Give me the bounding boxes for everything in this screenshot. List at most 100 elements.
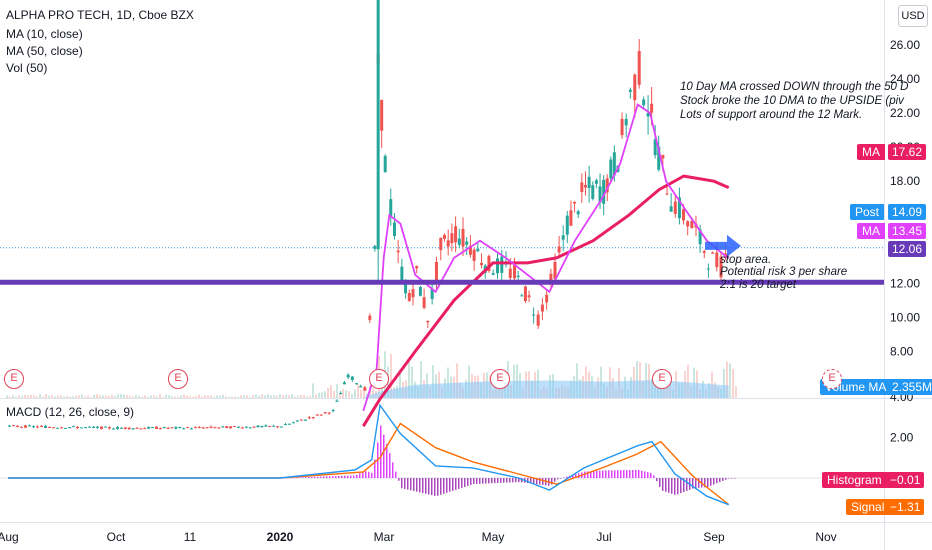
ma10-legend[interactable]: MA (10, close) xyxy=(6,27,83,41)
volume-bar xyxy=(213,396,215,398)
histogram-bar xyxy=(542,478,544,486)
histogram-bar xyxy=(458,478,460,489)
volume-bar xyxy=(66,395,68,398)
volume-bar xyxy=(96,394,98,398)
annotation-line-5[interactable]: Potential risk 3 per share xyxy=(720,266,848,278)
earnings-marker[interactable]: E xyxy=(490,369,510,389)
annotation-line-1[interactable]: 10 Day MA crossed DOWN through the 50 D xyxy=(680,81,909,93)
post-tag-label: Post xyxy=(850,204,885,220)
candle-body xyxy=(540,304,544,312)
volume-bar xyxy=(51,394,53,398)
annotation-line-4[interactable]: stop area. xyxy=(720,254,772,266)
candle-body xyxy=(205,427,209,429)
candle-body xyxy=(327,412,331,414)
candle-body xyxy=(244,426,248,428)
volume-bar xyxy=(42,396,44,398)
histogram-tag-label: Histogram xyxy=(822,472,887,488)
time-tick-label: Sep xyxy=(703,530,725,544)
candle-body xyxy=(380,99,384,131)
histogram-bar xyxy=(440,478,442,495)
candle-body xyxy=(213,427,217,429)
candle-body xyxy=(396,250,400,253)
candle-body xyxy=(174,426,178,429)
histogram-bar xyxy=(551,478,553,485)
volume-bar xyxy=(216,395,218,398)
candle-body xyxy=(182,428,186,430)
volume-bar xyxy=(399,372,401,398)
candle-body xyxy=(80,427,83,429)
volume-bar xyxy=(321,392,323,398)
ma10-tag-label: MA xyxy=(857,223,885,239)
symbol-title[interactable]: ALPHA PRO TECH, 1D, Cboe BZX xyxy=(6,8,194,22)
volume-bar xyxy=(207,395,209,398)
macd-tick-label: 2.00 xyxy=(890,431,914,445)
candle-body xyxy=(532,314,536,316)
earnings-marker[interactable]: E xyxy=(652,369,672,389)
volume-bar xyxy=(84,396,86,398)
histogram-bar xyxy=(365,471,367,478)
candle-body xyxy=(151,427,155,429)
candle-body xyxy=(677,197,681,219)
volume-bar xyxy=(312,383,314,398)
earnings-marker[interactable]: E xyxy=(4,369,24,389)
volume-legend[interactable]: Vol (50) xyxy=(6,61,48,75)
earnings-marker[interactable]: E xyxy=(822,369,842,389)
annotation-line-6[interactable]: 2:1 is 20 target xyxy=(720,279,797,291)
time-tick-label: Oct xyxy=(107,530,126,544)
histogram-bar xyxy=(671,478,673,494)
volume-bar xyxy=(60,395,62,398)
candle-body xyxy=(233,426,237,428)
ma50-legend[interactable]: MA (50, close) xyxy=(6,44,83,58)
volume-bar xyxy=(687,364,689,398)
histogram-bar xyxy=(488,478,490,484)
histogram-bar xyxy=(557,478,559,480)
candle-body xyxy=(16,425,19,427)
volume-bar xyxy=(141,396,143,398)
macd-legend[interactable]: MACD (12, 26, close, 9) xyxy=(6,405,135,419)
volume-bar xyxy=(252,395,254,398)
candle-body xyxy=(454,226,458,243)
volume-bar xyxy=(135,394,137,398)
volume-bar xyxy=(54,396,56,398)
histogram-bar xyxy=(317,476,319,478)
candle-body xyxy=(415,266,419,269)
volume-bar xyxy=(81,394,83,398)
candle-body xyxy=(108,427,111,429)
volume-bar xyxy=(57,395,59,398)
candle-body xyxy=(719,256,723,278)
histogram-bar xyxy=(656,478,658,482)
candle-body xyxy=(446,240,450,247)
candle-body xyxy=(430,288,434,300)
histogram-bar xyxy=(596,470,598,478)
histogram-bar xyxy=(404,478,406,489)
candle-body xyxy=(665,193,669,195)
currency-button[interactable]: USD xyxy=(898,5,928,27)
volume-bar xyxy=(33,395,35,398)
volume-bar xyxy=(249,396,251,398)
volume-bar xyxy=(357,384,359,398)
volume-bar xyxy=(330,385,332,398)
histogram-bar xyxy=(698,478,700,488)
candle-body xyxy=(569,210,573,226)
candle-body xyxy=(480,262,484,266)
candle-body xyxy=(368,315,372,320)
volume-bar xyxy=(171,396,173,398)
candle-body xyxy=(190,428,193,430)
volume-bar xyxy=(99,395,101,398)
annotation-line-2[interactable]: Stock broke the 10 DMA to the UPSIDE (pi… xyxy=(680,95,904,107)
volume-bar xyxy=(156,396,158,398)
earnings-marker[interactable]: E xyxy=(369,369,389,389)
annotation-line-3[interactable]: Lots of support around the 12 Mark. xyxy=(680,109,863,121)
histogram-bar xyxy=(305,477,307,478)
candle-body xyxy=(154,426,158,429)
volume-bar xyxy=(183,394,185,398)
earnings-marker[interactable]: E xyxy=(168,369,188,389)
histogram-bar xyxy=(512,478,514,483)
volume-bar xyxy=(732,368,734,398)
post-price-tag: 14.09 xyxy=(888,204,927,220)
histogram-bar xyxy=(497,478,499,483)
candle-body xyxy=(565,215,569,235)
histogram-bar xyxy=(605,470,607,478)
